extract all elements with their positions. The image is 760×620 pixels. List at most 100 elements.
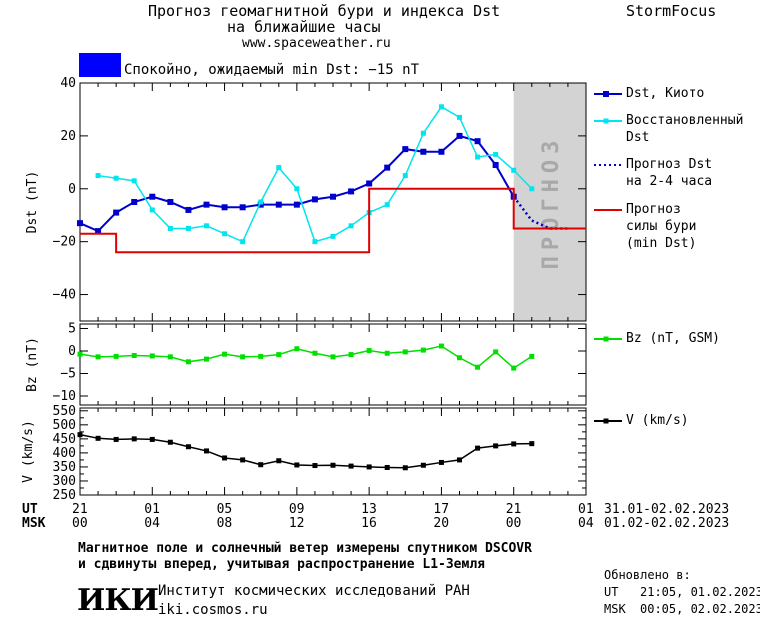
data-point: [222, 231, 228, 237]
status-text: Спокойно, ожидаемый min Dst: −15 nT: [124, 62, 420, 78]
data-point: [294, 462, 300, 468]
series-line: [80, 187, 586, 254]
data-point: [294, 346, 300, 352]
data-point: [312, 350, 318, 356]
data-point: [95, 354, 101, 360]
time-tick-label: 21: [72, 502, 88, 517]
y-axis-label: V (km/s): [21, 420, 36, 483]
data-point: [240, 354, 246, 360]
data-point: [221, 204, 228, 211]
data-point: [258, 199, 264, 205]
site-url[interactable]: www.spaceweather.ru: [242, 36, 391, 51]
data-point: [474, 138, 481, 145]
data-point: [258, 462, 264, 468]
data-point: [113, 436, 119, 442]
data-point: [511, 441, 517, 447]
data-point: [167, 439, 173, 445]
data-point: [348, 223, 354, 229]
data-point: [239, 204, 246, 211]
time-tick-label: 13: [361, 502, 377, 517]
data-point: [293, 201, 300, 208]
data-point: [276, 352, 282, 358]
time-tick-label: 09: [288, 502, 305, 517]
data-point: [131, 353, 137, 358]
data-point: [294, 186, 300, 192]
legend-bz-swatch-marker: [603, 336, 609, 342]
forecast-band-label: ПРОГНОЗ: [539, 135, 564, 270]
y-tick-label: 550: [53, 404, 76, 419]
legend-restored-swatch-marker: [603, 118, 609, 124]
data-point: [366, 464, 372, 470]
status-swatch: [79, 53, 121, 77]
msk-date-range: 01.02-02.02.2023: [604, 516, 730, 531]
panel-frame: [79, 407, 587, 496]
data-point: [204, 356, 209, 362]
data-point: [366, 180, 373, 187]
data-point: [185, 206, 192, 213]
data-point: [185, 359, 191, 365]
data-point: [312, 463, 318, 469]
data-point: [185, 225, 191, 231]
data-point: [420, 148, 427, 155]
series-line: [79, 433, 532, 469]
data-point: [402, 465, 408, 471]
data-point: [420, 130, 426, 136]
legend-forecast-line2: на 2-4 часа: [626, 174, 713, 189]
footer-note-line1: Магнитное поле и солнечный ветер измерен…: [78, 541, 532, 556]
data-point: [149, 436, 155, 442]
y-tick-label: 500: [53, 418, 76, 433]
legend-dst-kyoto-swatch-marker: [603, 91, 609, 97]
data-point: [258, 353, 264, 359]
data-point: [493, 349, 499, 355]
data-point: [366, 348, 372, 354]
data-point: [384, 164, 391, 171]
time-tick-label: 12: [288, 516, 305, 531]
data-point: [402, 173, 408, 179]
data-point: [438, 459, 444, 465]
series-line: [97, 105, 533, 243]
data-point: [348, 463, 354, 469]
data-point: [149, 353, 155, 359]
y-tick-label: 350: [53, 460, 76, 475]
data-point: [420, 462, 426, 468]
ut-date-range: 31.01-02.02.2023: [604, 502, 730, 517]
y-tick-label: 300: [53, 474, 76, 489]
panel-1: 5 0 −5 −10 Bz (nT): [25, 322, 587, 406]
panel-0: ПРОГНОЗ 40 20 0 −20 −40 Dst (nT): [25, 76, 587, 322]
data-point: [311, 196, 318, 203]
time-tick-label: 01: [144, 502, 160, 517]
time-tick-label: 05: [216, 502, 233, 517]
data-point: [95, 435, 101, 441]
legend-restored-line2: Dst: [626, 130, 650, 145]
data-point: [113, 353, 119, 359]
institute-url[interactable]: iki.cosmos.ru: [158, 602, 268, 618]
data-point: [131, 436, 137, 442]
data-point: [77, 351, 83, 357]
page-subtitle: на ближайшие часы: [227, 18, 381, 36]
legend-storm-line2: силы бури: [626, 219, 697, 234]
time-tick-label: 01: [578, 502, 594, 517]
y-tick-label: 400: [53, 446, 76, 461]
series-0-3: [80, 187, 586, 254]
updated-ut-label: UT: [604, 585, 619, 599]
data-point: [475, 364, 481, 370]
time-tick-label: 20: [433, 516, 450, 531]
data-point: [348, 188, 355, 195]
y-tick-label: −40: [53, 288, 76, 303]
data-point: [257, 201, 264, 208]
data-point: [348, 352, 354, 358]
data-point: [185, 444, 191, 450]
data-point: [456, 132, 463, 139]
data-point: [475, 154, 481, 160]
data-point: [511, 365, 517, 371]
legend-storm-line3: (min Dst): [626, 236, 697, 251]
time-tick-label: 08: [216, 516, 233, 531]
data-point: [204, 223, 209, 229]
series-line: [79, 134, 515, 233]
data-point: [529, 186, 535, 192]
time-tick-label: 04: [578, 516, 594, 531]
series-0-0: [77, 132, 517, 235]
data-point: [457, 457, 462, 463]
time-tick-label: 00: [72, 516, 88, 531]
